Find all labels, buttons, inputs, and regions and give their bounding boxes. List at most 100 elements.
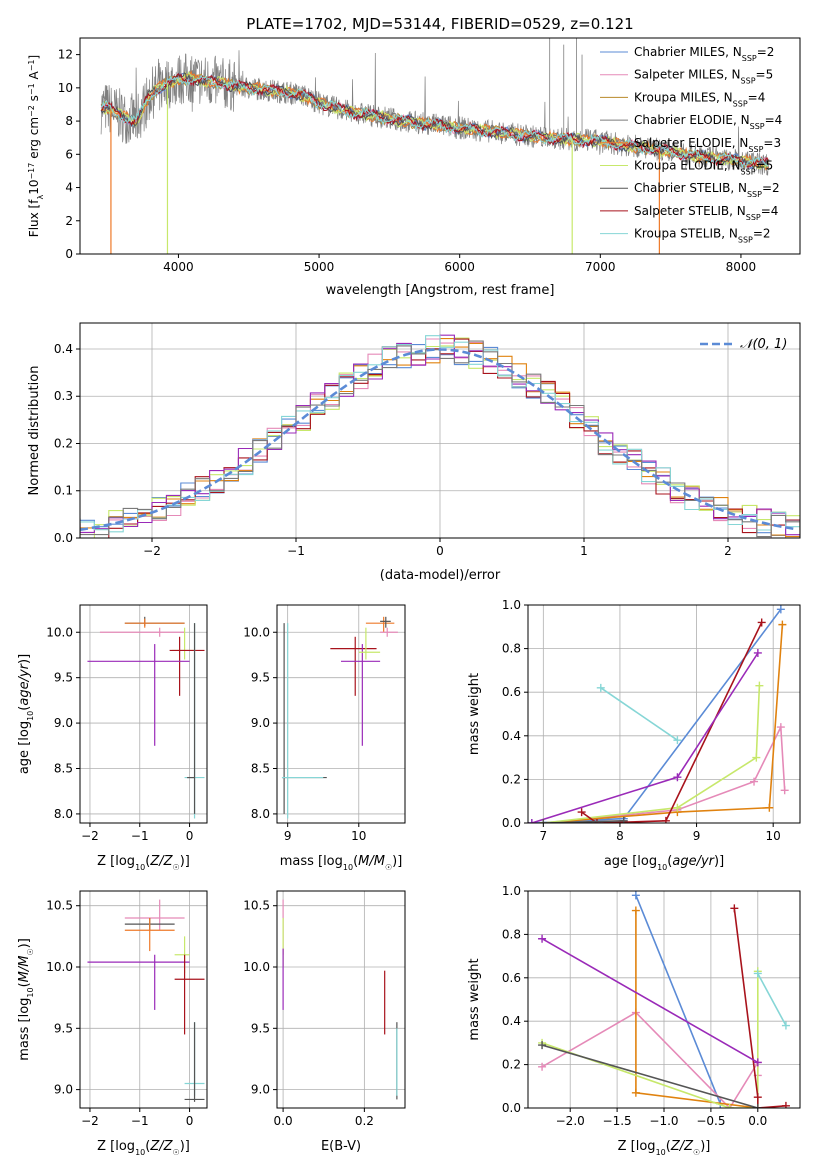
residual-histogram-panel: −2 −1 0 1 2 0.0 0.1 0.2 0.3 0.4 (data-model)/error…	[27, 322, 801, 583]
weight-marker	[781, 1021, 790, 1030]
legend-label: Chabrier STELIB, NSSP=2	[634, 181, 780, 199]
y-tick-label: 10	[58, 81, 73, 95]
x-tick-label: 0.0	[748, 1114, 767, 1128]
weight-series-line	[541, 1044, 759, 1108]
residual-histogram-step	[80, 335, 800, 533]
x-tick-label: −2.0	[556, 1114, 585, 1128]
plot-area	[100, 38, 770, 254]
y-tick-label: 8.0	[54, 807, 73, 821]
weight-marker	[730, 904, 739, 913]
x-axis-label: (data-model)/error	[380, 568, 501, 583]
y-tick-label: 8.5	[54, 762, 73, 776]
weight-series-line	[757, 973, 787, 1026]
x-tick-label: −0.5	[696, 1114, 725, 1128]
x-tick-label: −1	[131, 829, 149, 843]
y-tick-label: 9.0	[251, 716, 270, 730]
y-tick-label: 9.5	[251, 1021, 270, 1035]
x-axis-label: Z [log10(Z/Z☉)]	[97, 1139, 190, 1157]
y-tick-label: 4	[65, 181, 73, 195]
y-tick-label: 10.5	[243, 899, 270, 913]
weight-marker	[753, 969, 762, 978]
y-tick-label: 0.6	[502, 971, 521, 985]
y-tick-label: 0.1	[54, 484, 73, 498]
y-tick-label: 0.2	[502, 1058, 521, 1072]
y-tick-label: 0.6	[502, 685, 521, 699]
weight-marker	[673, 773, 682, 782]
y-axis-label: Flux [fλ10−17 erg cm−2 s−1 A−1]	[27, 55, 45, 237]
plot-area	[538, 891, 790, 1108]
weight-series-line	[635, 894, 722, 1105]
weight-series-line	[531, 652, 759, 823]
y-tick-label: 0.0	[502, 816, 521, 830]
y-tick-label: 12	[58, 48, 73, 62]
y-tick-label: 0.0	[502, 1101, 521, 1115]
legend-label: Kroupa STELIB, NSSP=2	[634, 227, 771, 245]
weight-marker	[528, 819, 536, 823]
axes-frame	[276, 890, 406, 1109]
y-tick-label: 9.0	[54, 1083, 73, 1097]
weight-series-line	[581, 622, 763, 823]
y-tick-label: 8.5	[251, 762, 270, 776]
weight-series-line	[541, 1011, 759, 1108]
x-axis-label: E(B-V)	[321, 1139, 361, 1154]
x-axis-label: Z [log10(Z/Z☉)]	[97, 854, 190, 872]
y-tick-label: 0.2	[502, 772, 521, 786]
x-tick-label: −2	[143, 544, 161, 558]
mass-vs-metallicity-panel: −2 −1 0 9.0 9.5 10.0 10.5 Z [log10(Z/Z☉)] mass […	[17, 890, 208, 1157]
y-axis-label: mass weight	[467, 958, 482, 1040]
y-tick-label: 9.0	[54, 716, 73, 730]
weight-marker	[757, 618, 766, 627]
x-tick-label: 0	[186, 1114, 194, 1128]
weight-series-line	[543, 624, 784, 823]
x-tick-label: 9	[693, 829, 701, 843]
legend-label: Kroupa MILES, NSSP=4	[634, 90, 765, 108]
x-tick-label: 0.0	[274, 1114, 293, 1128]
y-tick-label: 0	[65, 247, 73, 261]
y-tick-label: 2	[65, 214, 73, 228]
weight-marker	[538, 934, 547, 943]
y-axis-label: mass [log10(M/M☉)]	[17, 938, 35, 1061]
x-axis-label: mass [log10(M/M☉)]	[280, 854, 403, 872]
y-tick-label: 0.2	[54, 436, 73, 450]
weight-marker	[765, 803, 774, 812]
x-tick-label: 8	[616, 829, 624, 843]
y-tick-label: 10.5	[46, 899, 73, 913]
y-tick-label: 8.0	[251, 807, 270, 821]
y-tick-label: 9.5	[251, 671, 270, 685]
y-tick-label: 1.0	[502, 598, 521, 612]
x-tick-label: −1.5	[603, 1114, 632, 1128]
weight-marker	[673, 736, 682, 745]
x-axis-label: Z [log10(Z/Z☉)]	[618, 1139, 711, 1157]
x-tick-label: 0	[436, 544, 444, 558]
y-tick-label: 9.5	[54, 671, 73, 685]
x-tick-label: 10	[351, 829, 366, 843]
weight-marker	[750, 777, 759, 786]
axes-frame	[527, 604, 801, 824]
y-tick-label: 0.4	[502, 729, 521, 743]
y-tick-label: 10.0	[46, 960, 73, 974]
x-tick-label: −1	[287, 544, 305, 558]
weight-marker	[753, 1058, 762, 1067]
weight-marker	[725, 1104, 734, 1108]
weight-marker	[776, 605, 785, 614]
age-vs-metallicity-panel: −2 −1 0 8.0 8.5 9.0 9.5 10.0 Z [log10(Z/Z☉)] age …	[17, 604, 208, 872]
axes-frame	[79, 37, 801, 255]
model-spectrum-line	[101, 70, 769, 171]
plot-area	[87, 899, 205, 1102]
x-axis-label: wavelength [Angstrom, rest frame]	[326, 283, 555, 298]
weight-marker	[539, 819, 548, 823]
y-tick-label: 1.0	[502, 884, 521, 898]
legend-label: Kroupa ELODIE, NSSP=5	[634, 159, 773, 177]
x-axis-label: age [log10(age/yr)]	[604, 854, 724, 872]
plot-area	[80, 334, 800, 538]
weight-vs-metallicity-panel: −2.0 −1.5 −1.0 −0.5 0.0 0.0 0.2 0.4 0.6 0.8 1.0 Z […	[467, 884, 801, 1157]
x-tick-label: 1	[580, 544, 588, 558]
x-tick-label: −1.0	[649, 1114, 678, 1128]
y-tick-label: 8	[65, 114, 73, 128]
plot-area	[281, 616, 398, 819]
plot-area	[87, 616, 205, 819]
residual-histogram-step	[80, 340, 800, 538]
plot-area	[282, 899, 398, 1100]
x-tick-label: 0.2	[355, 1114, 374, 1128]
